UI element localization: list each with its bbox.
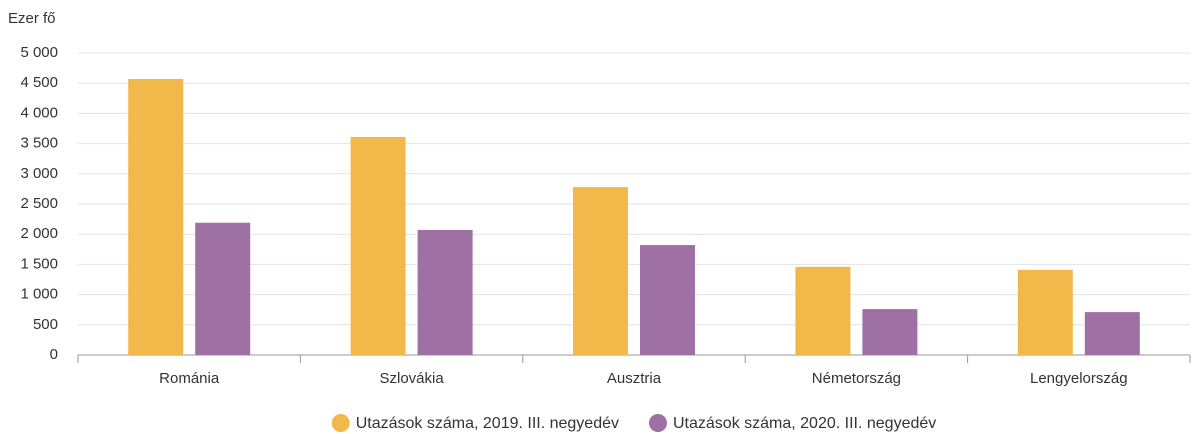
bar [573,187,628,355]
y-tick-label: 2 500 [20,195,58,212]
bar [640,245,695,355]
bar [862,309,918,355]
y-tick-label: 1 500 [20,255,58,272]
bar [195,222,251,355]
y-tick-label: 4 000 [20,104,58,121]
x-tick-label: Románia [159,370,220,387]
legend-marker [331,414,350,432]
y-axis-title: Ezer fő [8,10,56,27]
y-tick-label: 3 500 [20,135,58,152]
bar [1084,312,1140,355]
y-tick-label: 3 000 [20,165,58,182]
legend-label: Utazások száma, 2019. III. negyedév [356,415,619,432]
y-tick-label: 2 000 [20,225,58,242]
x-tick-label: Lengyelország [1030,370,1128,387]
y-tick-label: 4 500 [20,74,58,91]
y-tick-label: 1 000 [20,286,58,303]
bar [417,229,473,355]
y-tick-label: 5 000 [20,44,58,61]
x-tick-label: Németország [812,370,901,387]
legend-label: Utazások száma, 2020. III. negyedév [673,415,936,432]
bar [795,266,851,355]
bar [128,78,184,356]
bar [350,136,406,355]
x-tick-label: Ausztria [607,370,662,387]
x-tick-label: Szlovákia [379,370,444,387]
y-tick-label: 500 [33,316,58,333]
bar [1017,269,1073,355]
legend-marker [649,414,667,432]
y-tick-label: 0 [50,346,58,363]
